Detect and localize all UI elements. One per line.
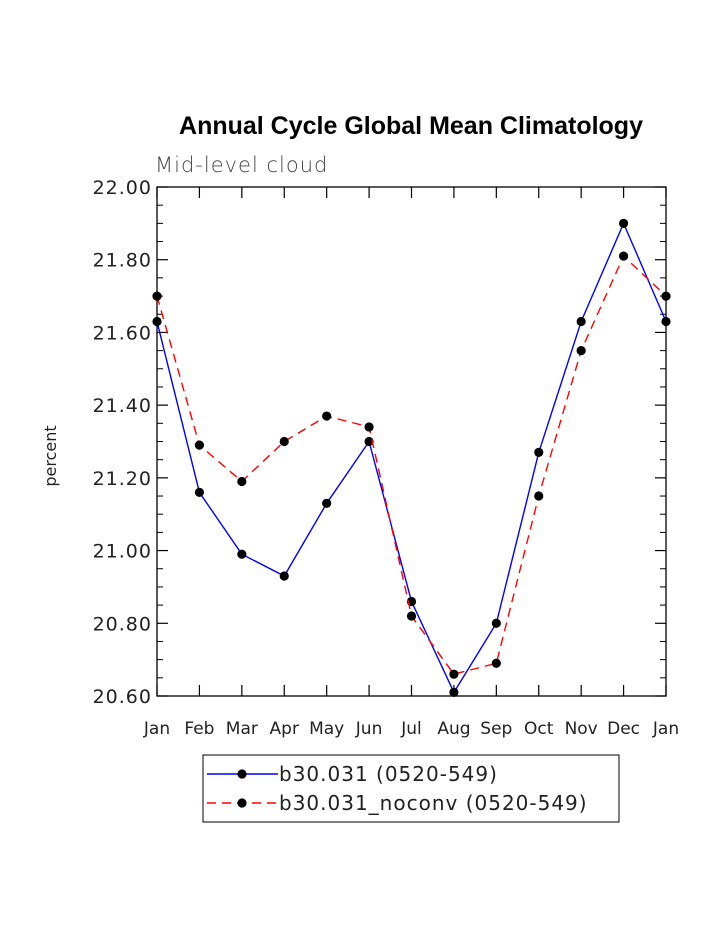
data-point (576, 316, 586, 327)
chart-title: Annual Cycle Global Mean Climatology (179, 112, 643, 140)
data-point (449, 669, 459, 679)
data-point (534, 447, 544, 458)
x-tick-label: Dec (607, 719, 640, 739)
series-line (156, 221, 667, 694)
x-tick-label: Apr (270, 719, 299, 739)
data-point (661, 291, 671, 301)
legend-box (202, 754, 620, 823)
x-tick-label: Sep (480, 719, 512, 739)
y-tick-label: 21.20 (93, 468, 152, 490)
data-point (661, 316, 671, 327)
data-point (152, 291, 162, 301)
data-point (449, 687, 459, 697)
y-tick-label: 20.60 (93, 686, 152, 708)
data-point (194, 440, 205, 450)
y-tick-label: 20.80 (93, 613, 152, 635)
x-tick-label: Jan (652, 719, 679, 739)
y-tick-label: 21.40 (93, 395, 152, 417)
axes: 20.60 20.80 21.00 21.20 21.40 21.60 21.80 22.00… (93, 177, 680, 739)
legend-label: b30.031 (0520-549) (279, 762, 498, 786)
x-tick-label: Jun (355, 719, 383, 739)
series-1 (152, 218, 671, 697)
data-point (576, 346, 586, 356)
series-layer (152, 218, 671, 697)
x-tick-label: Oct (524, 719, 554, 739)
data-point (618, 218, 629, 228)
chart-subtitle: Mid-level cloud (155, 153, 328, 177)
data-point (322, 411, 332, 421)
data-point (364, 436, 374, 447)
y-tick-label: 21.00 (93, 541, 152, 563)
data-point (534, 491, 544, 501)
x-tick-label: Aug (437, 719, 470, 739)
series-2 (152, 251, 671, 679)
x-tick-label: Mar (226, 719, 258, 739)
y-axis-label: percent (41, 425, 60, 486)
data-point (237, 549, 247, 559)
legend-swatch-marker (237, 798, 247, 808)
x-tick-label: May (309, 719, 344, 739)
data-point (279, 571, 289, 581)
y-tick-label: 21.80 (93, 250, 152, 272)
legend-label: b30.031_noconv (0520-549) (279, 791, 588, 815)
data-point (322, 498, 332, 508)
data-point (279, 436, 289, 447)
legend: b30.031 (0520-549) b30.031_noconv (0520-5… (202, 754, 620, 823)
x-tick-label: Jan (143, 719, 170, 739)
x-tick-label: Feb (184, 719, 214, 739)
data-point (491, 658, 501, 668)
y-tick-label: 21.60 (93, 322, 152, 344)
data-point (237, 476, 247, 487)
y-tick-label: 22.00 (93, 177, 152, 199)
data-point (491, 618, 501, 628)
data-point (406, 611, 417, 621)
x-tick-label: Nov (565, 719, 598, 739)
data-point (152, 316, 162, 327)
data-point (364, 422, 374, 432)
x-tick-label: Jul (400, 719, 422, 739)
data-point (194, 487, 205, 497)
data-point (618, 251, 629, 261)
legend-swatch-marker (237, 769, 247, 779)
